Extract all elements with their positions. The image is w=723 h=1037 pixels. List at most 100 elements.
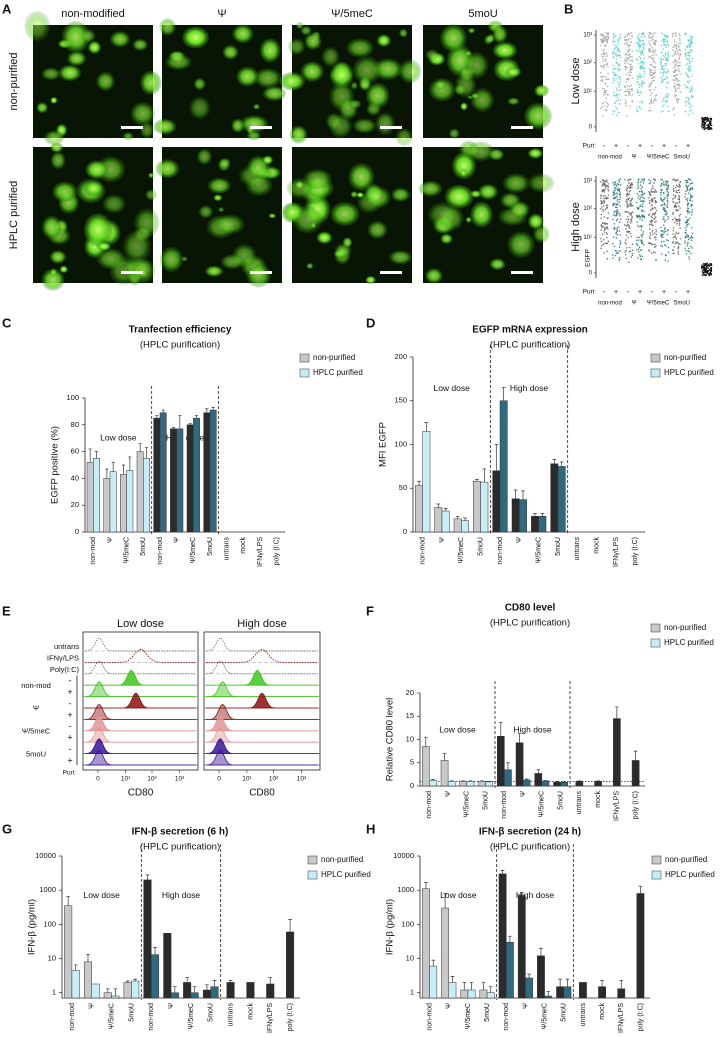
cell-dot — [618, 188, 620, 190]
cell-dot — [618, 258, 621, 261]
cell-dot — [629, 41, 632, 44]
cell-dot — [710, 263, 713, 265]
cell-dot — [626, 39, 629, 42]
cell-dot — [667, 105, 669, 107]
x-tick-label: Ψ/5meC — [465, 1003, 472, 1029]
cell-dot — [665, 230, 667, 233]
cell-dot — [662, 65, 664, 67]
cell-dot — [639, 101, 641, 104]
bar — [143, 458, 150, 533]
error-bar — [619, 979, 624, 989]
cell-dot — [679, 91, 682, 93]
cell — [220, 254, 245, 270]
y-axis-label: Relative CD80 level — [385, 698, 396, 781]
scale-bar — [380, 271, 402, 274]
cell-dot — [674, 69, 677, 71]
cell-dot — [607, 78, 609, 81]
cell-dot — [614, 187, 616, 189]
cell — [356, 192, 364, 198]
cell-dot — [605, 186, 607, 188]
cell-dot — [653, 76, 655, 78]
bar — [176, 428, 184, 533]
cell-dot — [626, 59, 628, 62]
cell-dot — [677, 61, 679, 63]
cell-dot — [652, 187, 654, 189]
bar — [429, 780, 437, 787]
cell-dot — [660, 63, 662, 65]
cell-dot — [630, 205, 632, 207]
cell-dot — [619, 256, 621, 259]
error-bar — [517, 733, 522, 743]
cell — [102, 194, 126, 214]
bar — [466, 781, 475, 787]
cell — [350, 191, 358, 198]
cell-dot — [642, 203, 644, 205]
cell-dot — [604, 184, 607, 186]
cell-dot — [710, 273, 713, 275]
panel-letter: E — [2, 603, 11, 618]
cell-dot — [629, 187, 631, 189]
cell-dot — [613, 211, 615, 213]
histogram-curve — [205, 749, 318, 766]
cell — [509, 201, 530, 218]
cell-dot — [618, 50, 620, 52]
cell-dot — [704, 119, 706, 121]
x-tick-label: mock — [247, 1003, 254, 1020]
cell-dot — [630, 200, 632, 202]
cell-dot — [614, 250, 617, 252]
cell-dot — [664, 78, 666, 81]
cell-dot — [654, 69, 656, 72]
cell-dot — [663, 224, 665, 226]
cell-dot — [641, 214, 643, 216]
cell-dot — [662, 236, 664, 238]
cell-dot — [648, 89, 651, 92]
cell-dot — [613, 214, 615, 216]
cell-dot — [661, 100, 664, 103]
cell-dot — [625, 257, 628, 260]
y-tick-label: 15 — [406, 711, 414, 720]
cell-dot — [637, 37, 639, 39]
cell-dot — [613, 204, 615, 206]
cell-dot — [642, 215, 645, 217]
cell-dot — [638, 195, 640, 197]
cell-dot — [688, 65, 690, 67]
cell-dot — [600, 38, 603, 41]
cell-dot — [661, 245, 663, 247]
cell-dot — [661, 40, 663, 42]
bar — [109, 471, 117, 533]
cell-dot — [606, 63, 609, 65]
cell-dot — [615, 100, 617, 102]
cell-dot — [605, 97, 608, 99]
cell-dot — [675, 60, 677, 63]
cell-dot — [625, 189, 628, 191]
cell-dot — [631, 198, 633, 201]
cell-dot — [642, 201, 644, 203]
cell-dot — [631, 184, 634, 186]
cell-dot — [664, 204, 666, 206]
cell-dot — [650, 102, 653, 104]
cell-dot — [667, 246, 670, 249]
cell-dot — [701, 125, 703, 127]
cell-dot — [664, 180, 667, 182]
cell-dot — [627, 193, 629, 196]
cell-dot — [687, 202, 689, 205]
cell-dot — [676, 192, 678, 194]
cell-dot — [636, 214, 638, 217]
cell-dot — [603, 91, 605, 94]
cell — [352, 56, 382, 85]
cell-dot — [614, 102, 616, 105]
x-tick-label: 10³ — [175, 776, 185, 783]
cell-dot — [660, 198, 663, 200]
cell-dot — [654, 51, 656, 53]
cell-dot — [630, 183, 633, 185]
cell-dot — [654, 71, 656, 74]
cell — [254, 68, 282, 89]
cell-dot — [706, 119, 709, 121]
cell-dot — [626, 56, 629, 59]
cell-dot — [649, 182, 651, 184]
cell-dot — [661, 204, 664, 206]
legend-label: non-purified — [665, 855, 707, 864]
x-tick-label: 10² — [147, 776, 157, 783]
cell-dot — [662, 105, 664, 108]
cell-dot — [660, 191, 662, 194]
